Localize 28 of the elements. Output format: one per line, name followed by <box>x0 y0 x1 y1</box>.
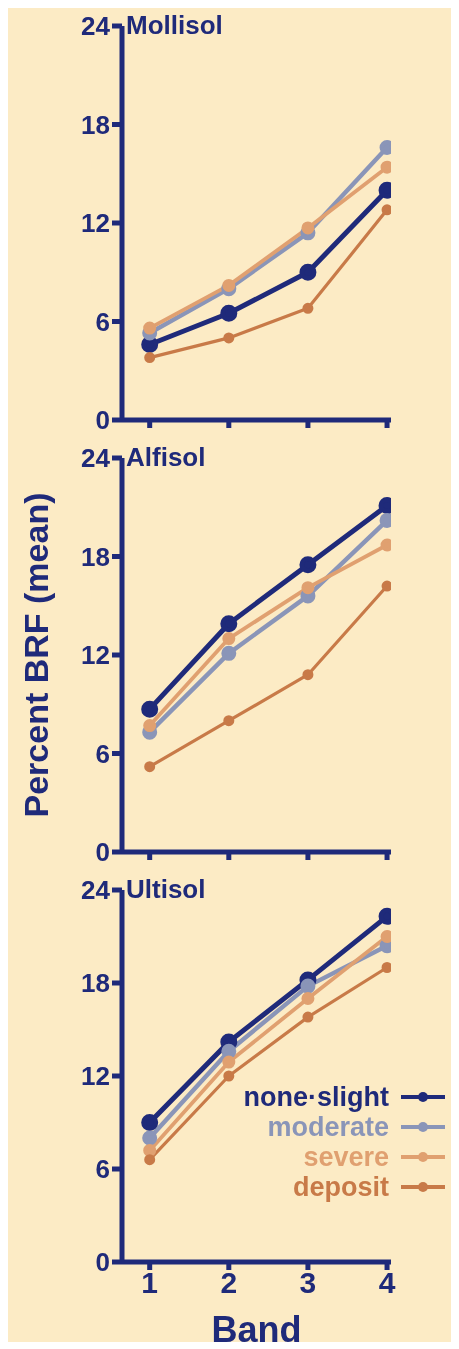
y-tick-label: 6 <box>95 306 110 337</box>
y-tick-label: 24 <box>81 875 111 906</box>
y-tick-label: 12 <box>81 640 110 671</box>
y-tick-label: 18 <box>81 541 110 572</box>
x-tick-label: 1 <box>141 1266 159 1300</box>
y-tick-label: 18 <box>81 109 110 140</box>
y-tick-label: 12 <box>81 1061 110 1092</box>
legend-label: moderate <box>267 1112 389 1142</box>
y-tick-label: 24 <box>81 443 111 474</box>
x-tick-label: 3 <box>299 1266 317 1300</box>
y-tick-label: 12 <box>81 208 110 239</box>
legend-label: deposit <box>292 1172 389 1202</box>
legend-label: none·slight <box>243 1082 389 1112</box>
y-tick-label: 6 <box>95 738 110 769</box>
chart-title: Alfisol <box>126 442 206 473</box>
y-axis-title: Percent BRF (mean) <box>17 492 56 818</box>
x-tick-label: 2 <box>220 1266 238 1300</box>
y-tick-label: 0 <box>95 405 110 436</box>
y-tick-label: 24 <box>81 11 111 42</box>
y-tick-label: 18 <box>81 968 110 999</box>
y-tick-label: 0 <box>95 837 110 868</box>
x-tick-label: 4 <box>378 1266 396 1300</box>
chart-title: Mollisol <box>126 10 223 41</box>
chart-title: Ultisol <box>126 874 206 905</box>
x-axis-title: Band <box>211 1309 302 1349</box>
y-tick-label: 6 <box>95 1154 110 1185</box>
y-tick-label: 0 <box>95 1247 110 1278</box>
legend-label: severe <box>303 1142 389 1172</box>
